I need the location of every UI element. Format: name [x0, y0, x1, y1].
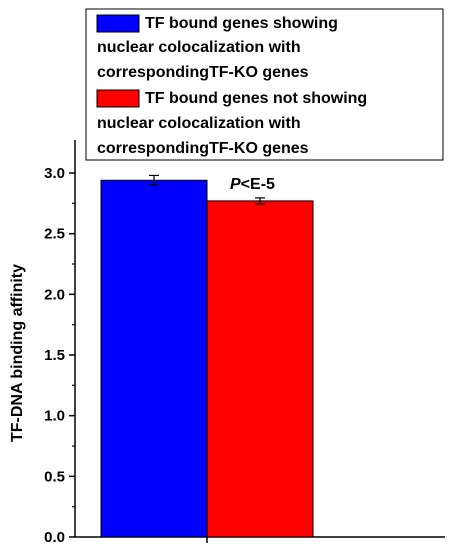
legend-label-1: nuclear colocalization with: [97, 39, 301, 56]
p-value-italic: P: [230, 176, 241, 193]
legend-label-1: TF bound genes showing: [145, 15, 338, 32]
y-tick-label: 1.0: [44, 408, 65, 425]
y-tick-label: 1.5: [44, 347, 65, 364]
p-value-rest: <E-5: [241, 176, 275, 193]
axes: 0.0 0.5 1.0 1.5 2.0 2.5 3.0: [44, 140, 445, 546]
error-bars: [149, 174, 265, 205]
y-tick-label: 3.0: [44, 165, 65, 182]
legend: TF bound genes showing nuclear colocaliza…: [85, 8, 444, 161]
bar-2: [206, 200, 314, 538]
legend-label-2: TF bound genes not showing: [145, 90, 367, 107]
legend-label-2: nuclear colocalization with: [97, 115, 301, 132]
legend-label-1: correspondingTF-KO genes: [97, 64, 309, 81]
legend-swatch-2: [96, 89, 140, 108]
y-tick-label: 2.0: [44, 286, 65, 303]
legend-label-2: correspondingTF-KO genes: [97, 140, 309, 157]
bars: [100, 179, 314, 538]
y-tick-label: 0.5: [44, 468, 65, 485]
y-axis-title: TF-DNA binding affinity: [9, 264, 26, 442]
legend-swatch-1: [96, 14, 140, 33]
legend-box: [85, 8, 444, 161]
y-tick-label: 0.0: [44, 529, 65, 546]
bar-1: [100, 179, 208, 538]
p-value-annotation: P<E-5: [230, 176, 275, 193]
y-tick-label: 2.5: [44, 226, 65, 243]
